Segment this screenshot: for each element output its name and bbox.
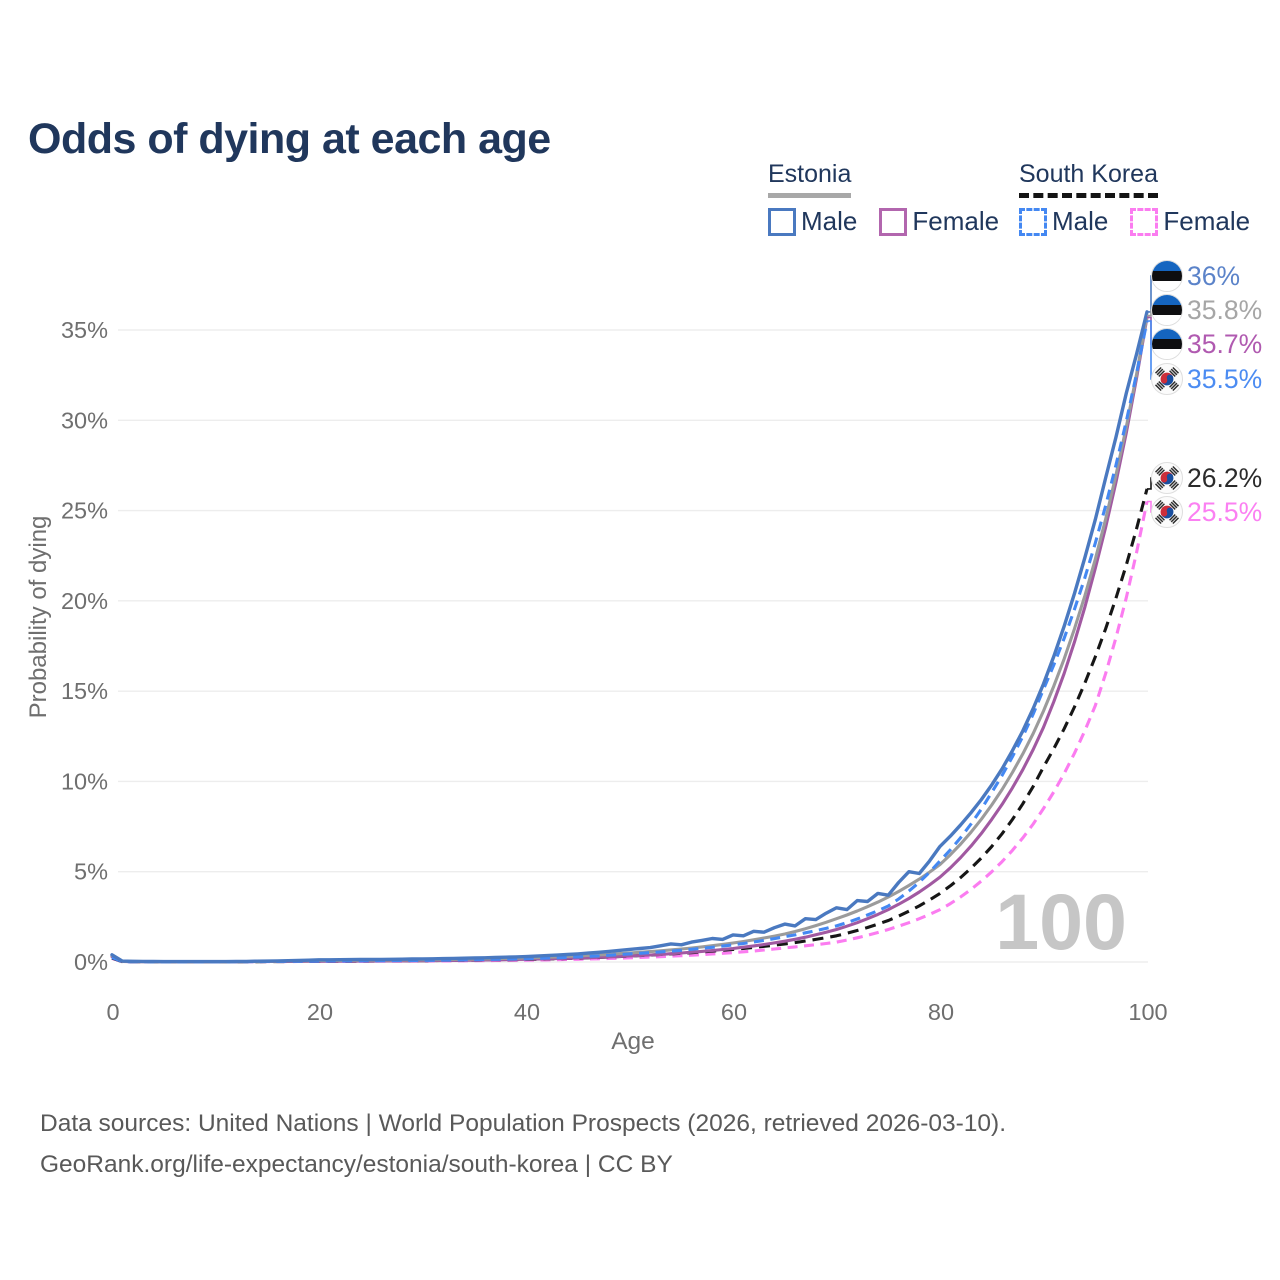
estonia-male-swatch-icon	[768, 207, 796, 236]
legend-south-korea-row: Male Female	[1019, 206, 1250, 237]
y-tick-label: 5%	[74, 859, 108, 885]
south-korea-flag-icon	[1151, 462, 1183, 494]
x-tick-label: 60	[721, 999, 747, 1025]
y-tick-label: 0%	[74, 949, 108, 975]
footer-attribution: GeoRank.org/life-expectancy/estonia/sout…	[40, 1151, 673, 1178]
legend-estonia-title[interactable]: Estonia	[768, 160, 852, 198]
end-label-sk-male[interactable]: 35.5%	[1187, 364, 1262, 394]
legend-estonia-female-label: Female	[912, 206, 1000, 236]
legend-south-korea-female-label: Female	[1163, 206, 1251, 236]
x-tick-label: 0	[106, 999, 119, 1025]
series-line-sk-male[interactable]	[111, 320, 1149, 964]
legend-item-south-korea-male[interactable]: Male	[1019, 206, 1108, 237]
legend-estonia-male-label: Male	[801, 206, 858, 236]
legend-item-south-korea-female[interactable]: Female	[1130, 206, 1250, 237]
legend-item-estonia-female[interactable]: Female	[879, 206, 999, 237]
x-tick-label: 40	[514, 999, 540, 1025]
series-line-sk-both[interactable]	[111, 488, 1149, 964]
legend-group-south-korea: South Korea Male Female	[1019, 160, 1250, 237]
y-tick-label: 30%	[61, 407, 108, 433]
legend-group-estonia: Estonia Male Female	[768, 160, 999, 237]
south-korea-female-swatch-icon	[1130, 207, 1159, 236]
south-korea-flag-icon	[1151, 363, 1183, 395]
grid: 0% 5% 10% 15% 20% 25% 30% 35%	[61, 317, 1148, 975]
series-line-sk-female[interactable]	[111, 501, 1149, 964]
end-label-sk-female[interactable]: 25.5%	[1187, 497, 1262, 527]
age-watermark: 100	[995, 877, 1127, 966]
legend-item-estonia-male[interactable]: Male	[768, 206, 857, 237]
end-label-estonia-male[interactable]: 36%	[1187, 261, 1240, 291]
estonia-flag-icon	[1151, 328, 1183, 360]
estonia-flag-icon	[1151, 260, 1183, 292]
south-korea-flag-icon	[1151, 496, 1183, 528]
estonia-female-swatch-icon	[879, 207, 908, 236]
end-label-estonia-both[interactable]: 35.8%	[1187, 295, 1262, 325]
series-line-estonia-both[interactable]	[110, 314, 1149, 964]
series-line-estonia-male[interactable]	[110, 310, 1149, 964]
x-tick-label: 80	[928, 999, 954, 1025]
x-tick-label: 100	[1128, 999, 1167, 1025]
y-tick-label: 25%	[61, 498, 108, 524]
y-axis-title: Probability of dying	[25, 516, 52, 719]
end-label-estonia-female[interactable]: 35.7%	[1187, 329, 1262, 359]
legend-estonia-row: Male Female	[768, 206, 999, 237]
legend-south-korea-male-label: Male	[1052, 206, 1109, 236]
x-axis-title: Age	[611, 1028, 655, 1055]
y-tick-label: 10%	[61, 768, 108, 794]
x-tick-label: 20	[307, 999, 333, 1025]
estonia-flag-icon	[1151, 294, 1183, 326]
y-tick-label: 15%	[61, 678, 108, 704]
footer-data-sources: Data sources: United Nations | World Pop…	[40, 1110, 1007, 1137]
y-tick-label: 20%	[61, 588, 108, 614]
label-connector-estonia-male	[1147, 275, 1152, 313]
footer: Data sources: United Nations | World Pop…	[40, 1103, 1006, 1185]
end-label-sk-both[interactable]: 26.2%	[1187, 463, 1262, 493]
page-title: Odds of dying at each age	[28, 114, 551, 163]
series-lines	[110, 310, 1149, 964]
y-tick-label: 35%	[61, 317, 108, 343]
end-labels: 36% 35.8% 35.7% 35.5% 26.2% 25.5%	[1147, 260, 1262, 528]
south-korea-male-swatch-icon	[1019, 207, 1047, 236]
series-line-estonia-female[interactable]	[110, 315, 1149, 964]
legend-south-korea-title[interactable]: South Korea	[1019, 160, 1158, 198]
